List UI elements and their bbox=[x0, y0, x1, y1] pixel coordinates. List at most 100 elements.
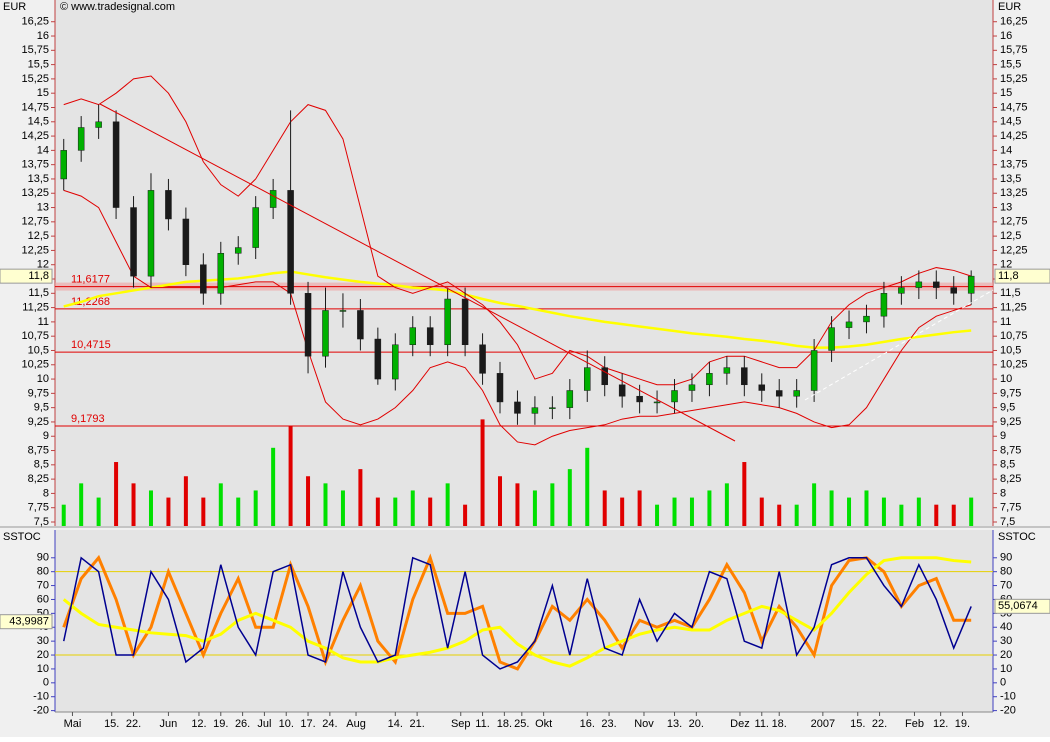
volume-bar bbox=[742, 462, 747, 526]
candle-body bbox=[130, 207, 137, 277]
candle-body bbox=[915, 281, 923, 288]
y-tick-label: 14,5 bbox=[28, 116, 49, 128]
overlay-line bbox=[63, 189, 972, 446]
y-tick-label: 70 bbox=[37, 579, 49, 591]
y-tick-label: 90 bbox=[1000, 552, 1012, 564]
candle-body bbox=[479, 344, 486, 374]
y-tick-label: 10,25 bbox=[1000, 359, 1028, 371]
candle-body bbox=[828, 327, 835, 351]
y-tick-label: 10 bbox=[37, 373, 49, 385]
x-tick-label: 15. bbox=[104, 718, 119, 730]
volume-bar bbox=[655, 504, 660, 526]
indicator-label: SSTOC bbox=[998, 531, 1036, 543]
volume-bar bbox=[480, 419, 485, 526]
volume-bar bbox=[183, 476, 188, 526]
y-tick-label: 9,75 bbox=[1000, 387, 1021, 399]
x-tick-label: 23. bbox=[601, 718, 616, 730]
candle-body bbox=[601, 367, 608, 386]
y-tick-label: 11 bbox=[38, 316, 49, 328]
y-tick-label: 10,75 bbox=[21, 330, 49, 342]
y-tick-label: 15,25 bbox=[1000, 73, 1028, 85]
y-tick-label: 14,25 bbox=[1000, 130, 1028, 142]
y-tick-label: 10 bbox=[37, 663, 49, 675]
y-tick-label: 30 bbox=[37, 635, 49, 647]
volume-bar bbox=[567, 469, 572, 526]
y-axis-label: EUR bbox=[3, 1, 26, 13]
candle-body bbox=[234, 247, 242, 254]
y-tick-label: -20 bbox=[33, 705, 49, 717]
y-tick-label: 10,75 bbox=[1000, 330, 1028, 342]
y-tick-label: 8 bbox=[1000, 487, 1006, 499]
volume-bar bbox=[445, 483, 450, 526]
volume-bar bbox=[532, 490, 537, 526]
candle-body bbox=[182, 218, 190, 265]
y-tick-label: 9,25 bbox=[1000, 416, 1021, 428]
candle-body bbox=[357, 310, 364, 340]
y-tick-label: 12,25 bbox=[21, 244, 49, 256]
x-tick-label: Okt bbox=[535, 718, 552, 730]
candle-body bbox=[426, 327, 434, 346]
level-label: 11,6177 bbox=[71, 273, 110, 285]
level-label: 11,2268 bbox=[71, 296, 110, 308]
y-tick-label: 9,5 bbox=[1000, 402, 1015, 414]
y-tick-label: 10,25 bbox=[21, 359, 49, 371]
volume-bar bbox=[271, 447, 276, 526]
candle-body bbox=[775, 390, 783, 397]
value-marker-label: 11,8 bbox=[28, 270, 49, 282]
y-tick-label: 12,75 bbox=[21, 216, 49, 228]
volume-bar bbox=[916, 497, 921, 526]
y-tick-label: 10,5 bbox=[28, 344, 49, 356]
x-tick-label: 15. bbox=[850, 718, 865, 730]
x-tick-label: 20. bbox=[689, 718, 704, 730]
y-tick-label: 9 bbox=[43, 430, 49, 442]
y-tick-label: 8,25 bbox=[28, 473, 49, 485]
candle-body bbox=[793, 390, 800, 397]
overlay-line bbox=[63, 270, 972, 349]
candle-body bbox=[287, 190, 294, 294]
y-tick-label: 8 bbox=[43, 487, 49, 499]
candle-body bbox=[950, 287, 957, 294]
volume-bar bbox=[498, 476, 503, 526]
y-tick-label: 7,75 bbox=[28, 502, 49, 514]
y-tick-label: 12 bbox=[37, 259, 49, 271]
candle-body bbox=[671, 390, 678, 403]
y-tick-label: 8,25 bbox=[1000, 473, 1021, 485]
volume-bar bbox=[96, 497, 101, 526]
candle-body bbox=[322, 310, 329, 357]
candle-body bbox=[636, 395, 643, 403]
candle-body bbox=[374, 338, 382, 380]
y-tick-label: 8,75 bbox=[28, 444, 49, 456]
y-tick-label: 12,5 bbox=[1000, 230, 1021, 242]
candle-body bbox=[514, 401, 521, 414]
candle-body bbox=[409, 327, 416, 346]
candle-body bbox=[933, 281, 940, 288]
volume-bar bbox=[288, 426, 293, 526]
volume-bar bbox=[61, 504, 66, 526]
value-marker-label: 11,8 bbox=[998, 270, 1019, 282]
y-tick-label: 9,75 bbox=[28, 387, 49, 399]
candle-body bbox=[758, 384, 766, 391]
value-marker-label: 55,0674 bbox=[998, 600, 1038, 612]
volume-bar bbox=[829, 490, 834, 526]
volume-bar bbox=[602, 490, 607, 526]
candle-body bbox=[863, 315, 870, 323]
x-tick-label: Feb bbox=[905, 718, 924, 730]
volume-bar bbox=[689, 497, 694, 526]
volume-bar bbox=[428, 497, 433, 526]
y-tick-label: 15,75 bbox=[21, 44, 49, 56]
x-tick-label: Aug bbox=[346, 718, 366, 730]
y-tick-label: 10,5 bbox=[1000, 344, 1021, 356]
candle-body bbox=[618, 384, 626, 397]
value-marker bbox=[994, 268, 1050, 284]
volume-bar bbox=[864, 490, 869, 526]
volume-bar bbox=[847, 497, 852, 526]
y-tick-label: 14,5 bbox=[1000, 116, 1021, 128]
level-label: 9,1793 bbox=[71, 413, 105, 425]
y-tick-label: 30 bbox=[1000, 635, 1012, 647]
y-tick-label: 13,25 bbox=[1000, 187, 1028, 199]
y-tick-label: 14,25 bbox=[21, 130, 49, 142]
x-tick-label: 11. bbox=[755, 718, 769, 730]
candle-body bbox=[444, 298, 451, 346]
volume-bar bbox=[253, 490, 258, 526]
